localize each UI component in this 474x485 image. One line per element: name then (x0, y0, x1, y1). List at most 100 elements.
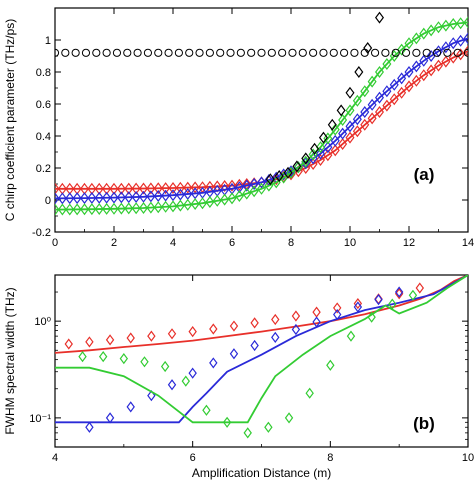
data-point (394, 288, 404, 300)
data-point (234, 190, 244, 202)
data-point (257, 176, 266, 189)
data-point (286, 165, 296, 178)
data-point (264, 421, 273, 433)
data-point (109, 182, 119, 195)
data-point (139, 190, 148, 203)
data-point (242, 187, 252, 200)
series-blue-line (55, 32, 468, 205)
data-point (94, 191, 104, 204)
x-tick-label: 4 (52, 452, 58, 464)
data-point (153, 190, 163, 202)
data-point (353, 297, 363, 310)
data-point (202, 404, 211, 416)
panel-b-series (55, 275, 468, 439)
data-point (382, 99, 392, 112)
data-point (65, 203, 75, 216)
data-point (181, 375, 190, 387)
data-point (205, 196, 215, 208)
data-point (168, 189, 178, 202)
data-point (375, 106, 384, 118)
series-green-line (55, 16, 468, 216)
data-point (183, 181, 193, 194)
data-point (102, 182, 112, 195)
data-point (419, 69, 429, 82)
data-point (265, 173, 275, 186)
data-point (195, 48, 204, 57)
data-point (116, 202, 126, 215)
data-point (448, 18, 458, 30)
data-point (124, 182, 134, 195)
data-point (456, 34, 466, 47)
data-point (87, 203, 97, 216)
data-point (329, 48, 338, 57)
data-point (94, 203, 104, 216)
data-point (116, 191, 126, 204)
data-point (243, 427, 252, 439)
data-point (391, 48, 400, 57)
data-point (57, 203, 67, 216)
data-point (330, 123, 340, 136)
data-point (382, 85, 392, 98)
data-point (274, 170, 284, 182)
data-point (229, 348, 239, 360)
data-point (57, 192, 67, 205)
data-point (198, 197, 207, 210)
data-point (415, 282, 425, 294)
data-point (55, 48, 60, 57)
data-point (389, 78, 399, 91)
data-point (250, 317, 259, 329)
data-point (441, 19, 451, 32)
data-point (330, 144, 340, 157)
data-point (147, 389, 156, 402)
data-point (375, 66, 384, 78)
data-point (164, 48, 173, 57)
data-point (374, 294, 383, 306)
data-point (249, 178, 259, 190)
data-point (126, 332, 135, 344)
data-point (388, 298, 397, 310)
data-point (323, 132, 333, 145)
data-point (360, 118, 370, 131)
data-point (419, 27, 429, 40)
data-point (408, 289, 418, 301)
data-point (126, 401, 135, 413)
data-point (154, 48, 163, 57)
data-point (456, 48, 466, 61)
y-tick-label: 0.8 (36, 67, 51, 79)
data-point (453, 48, 462, 57)
data-point (350, 48, 359, 57)
data-point (363, 42, 373, 54)
data-point (340, 48, 349, 57)
y-tick-label: 10⁻¹ (29, 413, 51, 425)
data-point (326, 359, 335, 371)
data-point (284, 412, 294, 424)
data-point (185, 48, 194, 57)
data-point (146, 182, 156, 195)
x-tick-label: 10 (462, 452, 474, 464)
y-tick-label: 10⁰ (34, 316, 51, 328)
data-point (312, 316, 321, 328)
data-point (64, 338, 73, 350)
data-point (330, 134, 340, 147)
data-point (80, 203, 89, 216)
data-point (345, 131, 355, 144)
data-point (143, 48, 153, 57)
data-point (404, 66, 414, 78)
data-point (401, 48, 411, 57)
data-point (345, 104, 355, 117)
x-tick-label: 14 (462, 237, 474, 249)
data-point (411, 74, 421, 87)
data-point (119, 353, 129, 365)
data-point (131, 191, 141, 203)
series-blue-line (55, 275, 468, 424)
data-point (291, 310, 301, 322)
data-point (236, 48, 245, 57)
data-point (434, 59, 443, 72)
data-point (139, 182, 148, 195)
data-point (352, 113, 362, 126)
data-point (80, 192, 89, 205)
x-tick-label: 12 (403, 237, 415, 249)
y-tick-label: -0.2 (32, 227, 51, 239)
data-point (367, 112, 377, 125)
